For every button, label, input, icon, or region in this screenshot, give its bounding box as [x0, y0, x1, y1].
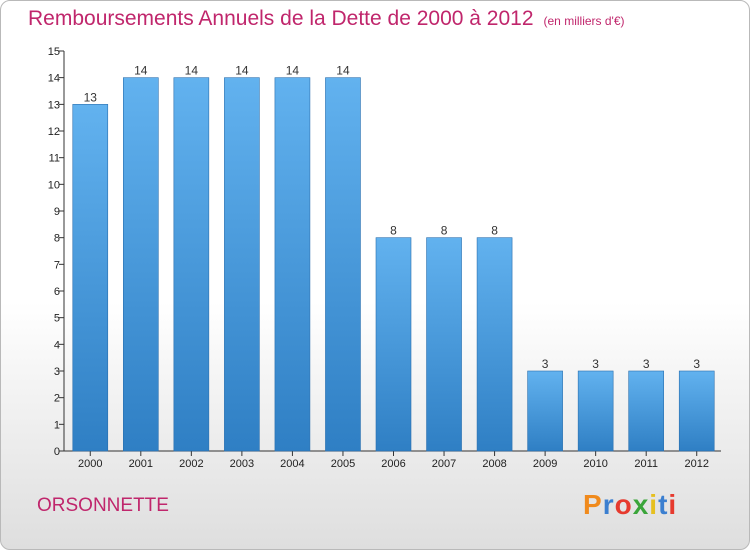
- bar: [628, 370, 664, 452]
- bar-value-label: 3: [592, 357, 599, 371]
- x-tick-label: 2009: [533, 458, 557, 470]
- logo-letter: i: [668, 489, 678, 520]
- y-tick-label: 3: [54, 366, 60, 378]
- bar: [527, 370, 563, 452]
- bar: [476, 237, 513, 452]
- logo-letter: r: [602, 489, 615, 520]
- x-tick-label: 2008: [482, 458, 506, 470]
- y-tick-label: 2: [54, 393, 60, 405]
- bar: [325, 77, 361, 452]
- bar: [123, 77, 159, 452]
- x-tick-label: 2000: [78, 458, 102, 470]
- bar-value-label: 14: [134, 64, 148, 78]
- y-tick-label: 4: [54, 339, 60, 351]
- bar: [678, 370, 715, 452]
- bar: [173, 77, 210, 452]
- y-tick-label: 6: [54, 286, 60, 298]
- y-tick-label: 9: [54, 206, 60, 218]
- y-tick-label: 12: [48, 126, 60, 138]
- y-tick-label: 7: [54, 259, 60, 271]
- logo-letter: i: [649, 489, 659, 520]
- x-tick-label: 2001: [129, 458, 153, 470]
- y-tick-label: 5: [54, 313, 60, 325]
- y-tick-label: 1: [54, 419, 60, 431]
- x-tick-label: 2004: [280, 458, 304, 470]
- logo-letter: t: [658, 489, 669, 520]
- x-tick-label: 2002: [179, 458, 203, 470]
- bar-value-label: 8: [390, 224, 397, 238]
- bar-value-label: 14: [286, 64, 300, 78]
- logo-letter: o: [614, 489, 633, 520]
- x-tick-label: 2007: [432, 458, 456, 470]
- proxiti-logo: Proxiti: [583, 489, 677, 521]
- logo-letter: x: [632, 489, 650, 520]
- bar-value-label: 8: [441, 224, 448, 238]
- y-tick-label: 0: [54, 446, 60, 458]
- x-tick-label: 2005: [331, 458, 355, 470]
- bar-value-label: 3: [643, 357, 650, 371]
- y-tick-label: 10: [48, 179, 60, 191]
- y-tick-label: 13: [48, 99, 60, 111]
- x-tick-label: 2012: [684, 458, 708, 470]
- y-tick-label: 11: [49, 153, 60, 165]
- chart-title: Remboursements Annuels de la Dette de 20…: [28, 7, 625, 31]
- y-tick-label: 8: [54, 233, 60, 245]
- bar-value-label: 13: [84, 90, 98, 104]
- logo-letter: P: [583, 489, 603, 520]
- bar-value-label: 14: [185, 64, 199, 78]
- bar: [274, 77, 311, 452]
- bar-value-label: 14: [235, 64, 249, 78]
- y-tick-label: 14: [48, 73, 60, 85]
- bar-value-label: 3: [693, 357, 700, 371]
- bar: [426, 237, 462, 452]
- bar-value-label: 3: [542, 357, 549, 371]
- commune-name: ORSONNETTE: [37, 495, 169, 516]
- bar-value-label: 14: [336, 64, 350, 78]
- bar: [577, 370, 614, 452]
- bar: [375, 237, 412, 452]
- x-tick-label: 2010: [583, 458, 607, 470]
- x-tick-label: 2006: [381, 458, 405, 470]
- bar: [224, 77, 260, 452]
- x-tick-label: 2011: [634, 458, 658, 470]
- y-tick-label: 15: [48, 46, 60, 58]
- title-main: Remboursements Annuels de la Dette de 20…: [28, 7, 534, 30]
- x-tick-label: 2003: [230, 458, 254, 470]
- bar-value-label: 8: [491, 224, 498, 238]
- bar: [72, 104, 109, 452]
- title-unit: (en milliers d'€): [543, 14, 625, 28]
